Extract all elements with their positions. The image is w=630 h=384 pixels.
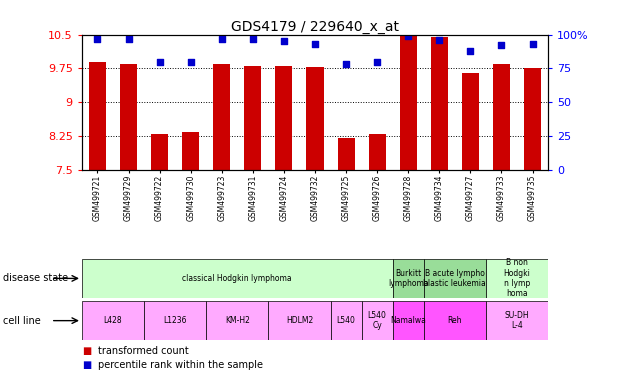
Text: disease state: disease state [3, 273, 68, 283]
Bar [424, 301, 486, 340]
Point [466, 48, 476, 54]
Bar [331, 301, 362, 340]
Bar [268, 301, 331, 340]
Point [123, 36, 134, 42]
Bar [462, 73, 479, 170]
Bar [82, 301, 144, 340]
Point [341, 61, 351, 68]
Point [372, 59, 382, 65]
Text: KM-H2: KM-H2 [225, 316, 249, 325]
Point [527, 41, 537, 47]
Bar [362, 301, 392, 340]
Text: Burkitt
lymphoma: Burkitt lymphoma [388, 269, 428, 288]
Title: GDS4179 / 229640_x_at: GDS4179 / 229640_x_at [231, 20, 399, 33]
Text: SU-DH
L-4: SU-DH L-4 [505, 311, 529, 330]
Bar [82, 259, 392, 298]
Text: percentile rank within the sample: percentile rank within the sample [98, 360, 263, 370]
Point [496, 42, 507, 48]
Point [217, 36, 227, 42]
Text: L540: L540 [336, 316, 355, 325]
Bar [399, 35, 417, 170]
Text: classical Hodgkin lymphoma: classical Hodgkin lymphoma [183, 274, 292, 283]
Bar [206, 301, 268, 340]
Text: L428: L428 [104, 316, 122, 325]
Text: Reh: Reh [447, 316, 462, 325]
Point [93, 36, 103, 42]
Text: L540
Cy: L540 Cy [368, 311, 387, 330]
Text: B acute lympho
blastic leukemia: B acute lympho blastic leukemia [423, 269, 486, 288]
Bar [244, 66, 261, 170]
Text: cell line: cell line [3, 316, 41, 326]
Bar [120, 64, 137, 170]
Point [186, 59, 196, 65]
Text: L1236: L1236 [163, 316, 187, 325]
Bar [306, 67, 324, 170]
Text: transformed count: transformed count [98, 346, 188, 356]
Bar [144, 301, 206, 340]
Bar [369, 134, 386, 170]
Point [310, 41, 320, 47]
Bar [182, 132, 199, 170]
Text: ■: ■ [82, 346, 91, 356]
Text: HDLM2: HDLM2 [286, 316, 313, 325]
Point [279, 38, 289, 45]
Point [403, 33, 413, 39]
Point [434, 37, 444, 43]
Bar [151, 134, 168, 170]
Point [248, 36, 258, 42]
Bar [486, 259, 548, 298]
Text: Namalwa: Namalwa [391, 316, 426, 325]
Bar [392, 301, 424, 340]
Text: B non
Hodgki
n lymp
homa: B non Hodgki n lymp homa [503, 258, 530, 298]
Bar [392, 259, 424, 298]
Bar [424, 259, 486, 298]
Bar [431, 37, 448, 170]
Bar [89, 62, 106, 170]
Point [154, 59, 164, 65]
Bar [338, 138, 355, 170]
Bar [275, 66, 292, 170]
Bar [486, 301, 548, 340]
Bar [524, 68, 541, 170]
Text: ■: ■ [82, 360, 91, 370]
Bar [213, 64, 231, 170]
Bar [493, 64, 510, 170]
